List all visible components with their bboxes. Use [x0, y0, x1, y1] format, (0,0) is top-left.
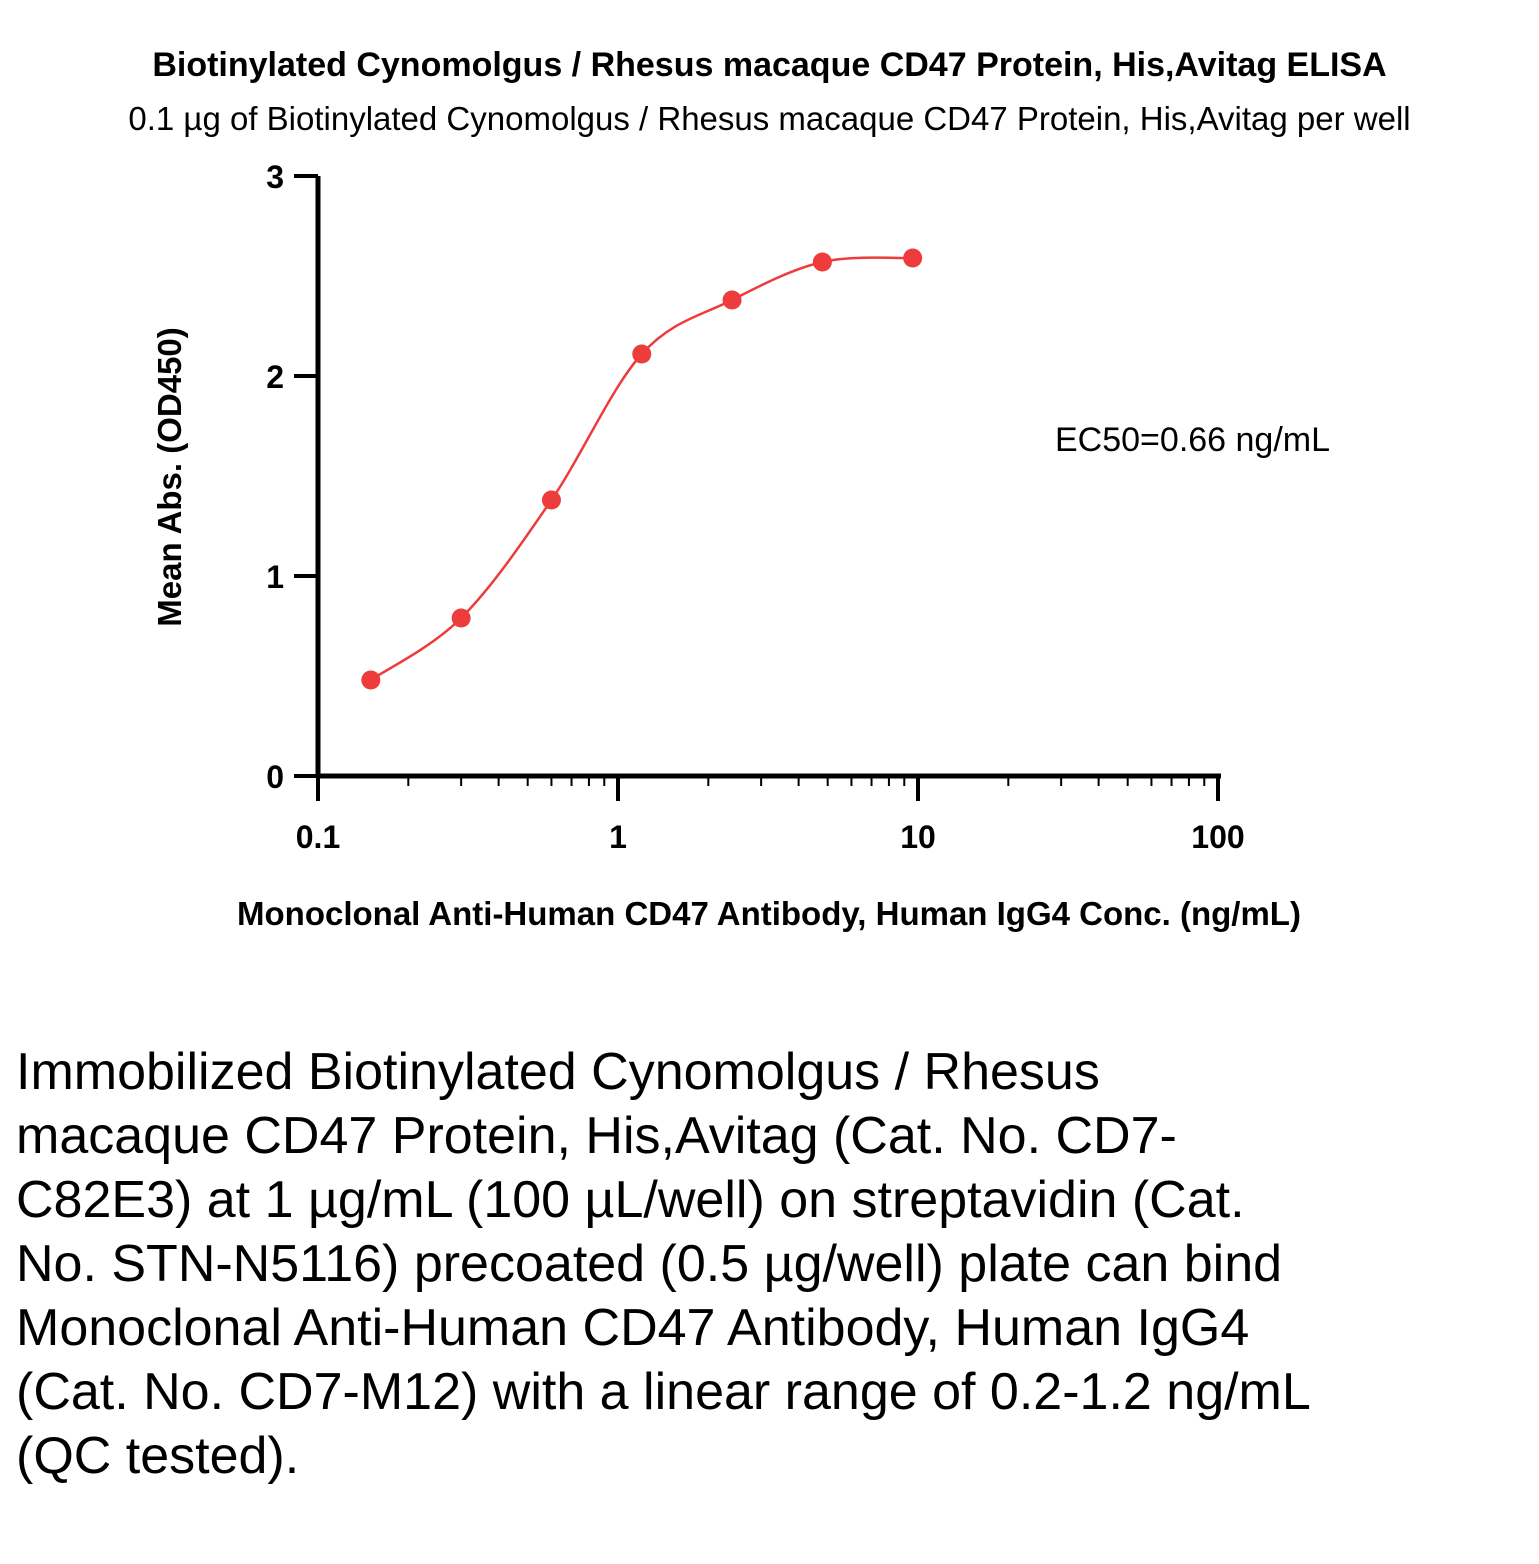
- data-point: [722, 290, 742, 310]
- y-tick-label: 2: [266, 359, 284, 395]
- x-tick-label: 1: [609, 819, 627, 855]
- data-point: [903, 248, 923, 268]
- data-point: [451, 608, 471, 628]
- x-tick-label: 100: [1191, 819, 1244, 855]
- chart-subtitle: 0.1 µg of Biotinylated Cynomolgus / Rhes…: [128, 100, 1411, 137]
- chart-title: Biotinylated Cynomolgus / Rhesus macaque…: [152, 46, 1387, 84]
- data-point: [812, 252, 832, 272]
- y-tick-label: 3: [266, 159, 284, 195]
- data-point: [541, 490, 561, 510]
- ec50-annotation: EC50=0.66 ng/mL: [1055, 421, 1330, 459]
- y-ticks: 0 1 2 3: [266, 159, 318, 795]
- chart-axes: [315, 176, 1221, 779]
- data-point: [361, 670, 381, 690]
- x-tick-label: 10: [900, 819, 936, 855]
- data-point: [632, 344, 652, 364]
- x-tick-label: 0.1: [296, 819, 340, 855]
- x-ticks: 0.1 1 10 100: [296, 776, 1245, 855]
- y-tick-label: 1: [266, 559, 284, 595]
- y-tick-label: 0: [266, 759, 284, 795]
- figure-caption: Immobilized Biotinylated Cynomolgus / Rh…: [16, 1043, 1309, 1485]
- data-points: [361, 248, 923, 690]
- x-axis-label: Monoclonal Anti-Human CD47 Antibody, Hum…: [237, 895, 1301, 932]
- elisa-chart: 0 1 2 3 0.1 1 10 100 Mean Abs. (OD450) Monoclo…: [151, 159, 1330, 932]
- y-axis-label: Mean Abs. (OD450): [151, 327, 188, 627]
